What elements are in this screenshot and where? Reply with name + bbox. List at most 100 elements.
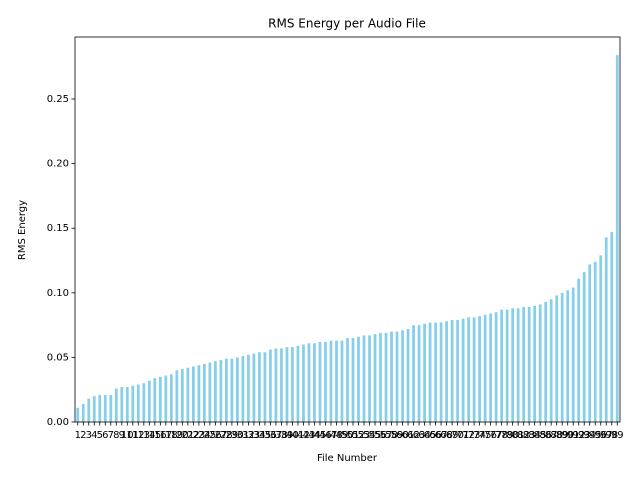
x-tick-label: 9 <box>119 430 125 441</box>
x-tick-label: 30 <box>231 430 244 441</box>
x-tick-label: 61 <box>402 430 415 441</box>
x-tick-label: 60 <box>396 430 409 441</box>
y-tick-label: 0.10 <box>47 288 69 299</box>
x-tick-label: 23 <box>192 430 205 441</box>
x-tick-label: 45 <box>314 430 327 441</box>
x-tick-label: 11 <box>126 430 139 441</box>
bar <box>511 308 515 422</box>
x-tick-label: 1 <box>75 430 81 441</box>
x-tick-label: 44 <box>308 430 321 441</box>
x-tick-label: 52 <box>352 430 365 441</box>
x-tick-label: 87 <box>545 430 558 441</box>
x-tick-label: 5 <box>97 430 103 441</box>
bar <box>544 301 548 422</box>
bar <box>401 330 404 422</box>
x-tick-label: 27 <box>215 430 228 441</box>
x-tick-label: 51 <box>347 430 360 441</box>
bar <box>191 366 195 422</box>
bar <box>76 407 80 422</box>
x-tick-label: 82 <box>517 430 530 441</box>
bar <box>390 331 393 422</box>
x-tick-label: 67 <box>435 430 448 441</box>
x-tick-label: 29 <box>226 430 239 441</box>
x-tick-label: 83 <box>523 430 536 441</box>
bar <box>241 356 245 422</box>
x-tick-label: 50 <box>341 430 354 441</box>
bar <box>136 384 140 422</box>
bar <box>599 255 603 422</box>
bar <box>368 335 371 422</box>
x-tick-label: 22 <box>187 430 200 441</box>
bar <box>467 317 470 422</box>
x-tick-label: 4 <box>91 430 97 441</box>
bar <box>302 344 305 422</box>
x-tick-label: 41 <box>292 430 305 441</box>
bar <box>516 308 520 422</box>
x-tick-label: 85 <box>534 430 547 441</box>
x-tick-label: 69 <box>446 430 459 441</box>
bar <box>92 396 96 422</box>
bar <box>219 359 223 422</box>
y-tick-label: 0.15 <box>47 223 69 234</box>
x-tick-label: 90 <box>561 430 574 441</box>
bar <box>472 317 476 422</box>
bar <box>406 328 410 422</box>
bar <box>439 322 443 422</box>
bar <box>291 347 294 422</box>
y-axis-label: RMS Energy <box>17 200 28 260</box>
bar <box>307 343 311 422</box>
x-tick-label: 86 <box>539 430 552 441</box>
bar <box>566 290 570 422</box>
bar <box>169 374 173 422</box>
x-tick-label: 8 <box>113 430 119 441</box>
bar <box>527 307 531 422</box>
bar <box>247 354 250 422</box>
bar <box>461 318 465 422</box>
x-tick-label: 24 <box>198 430 211 441</box>
x-tick-label: 34 <box>253 430 266 441</box>
x-tick-label: 68 <box>440 430 453 441</box>
x-tick-label: 95 <box>589 430 602 441</box>
x-tick-label: 42 <box>297 430 310 441</box>
bar <box>538 304 542 422</box>
x-tick-label: 49 <box>336 430 349 441</box>
bar <box>313 343 316 422</box>
x-tick-label: 76 <box>484 430 497 441</box>
bar <box>87 398 91 422</box>
x-tick-label: 20 <box>176 430 189 441</box>
x-tick-label: 74 <box>473 430 486 441</box>
bar <box>269 349 272 422</box>
x-tick-label: 37 <box>270 430 283 441</box>
chart-title: RMS Energy per Audio File <box>268 17 426 31</box>
x-tick-label: 19 <box>170 430 183 441</box>
x-tick-label: 21 <box>181 430 194 441</box>
bar <box>114 388 118 422</box>
x-tick-label: 6 <box>102 430 108 441</box>
x-tick-label: 26 <box>209 430 222 441</box>
y-tick-label: 0.25 <box>47 94 69 105</box>
bar <box>153 378 157 422</box>
x-tick-label: 79 <box>501 430 514 441</box>
x-tick-label: 43 <box>303 430 316 441</box>
bar <box>615 55 619 422</box>
bar <box>500 309 504 422</box>
bar <box>379 332 382 422</box>
bar <box>147 380 151 422</box>
x-tick-label: 57 <box>380 430 393 441</box>
bar <box>125 387 129 422</box>
x-tick-label: 25 <box>204 430 217 441</box>
x-tick-label: 77 <box>490 430 503 441</box>
bar <box>202 363 206 422</box>
bar <box>494 312 498 422</box>
x-tick-label: 89 <box>556 430 569 441</box>
bar <box>549 299 553 422</box>
bar <box>351 338 355 422</box>
bar <box>186 367 190 422</box>
y-tick-label: 0.20 <box>47 159 69 170</box>
x-tick-label: 17 <box>159 430 172 441</box>
bar <box>428 322 432 422</box>
bar <box>423 323 426 422</box>
x-tick-label: 35 <box>259 430 272 441</box>
bar <box>142 383 146 422</box>
bar <box>324 341 327 422</box>
